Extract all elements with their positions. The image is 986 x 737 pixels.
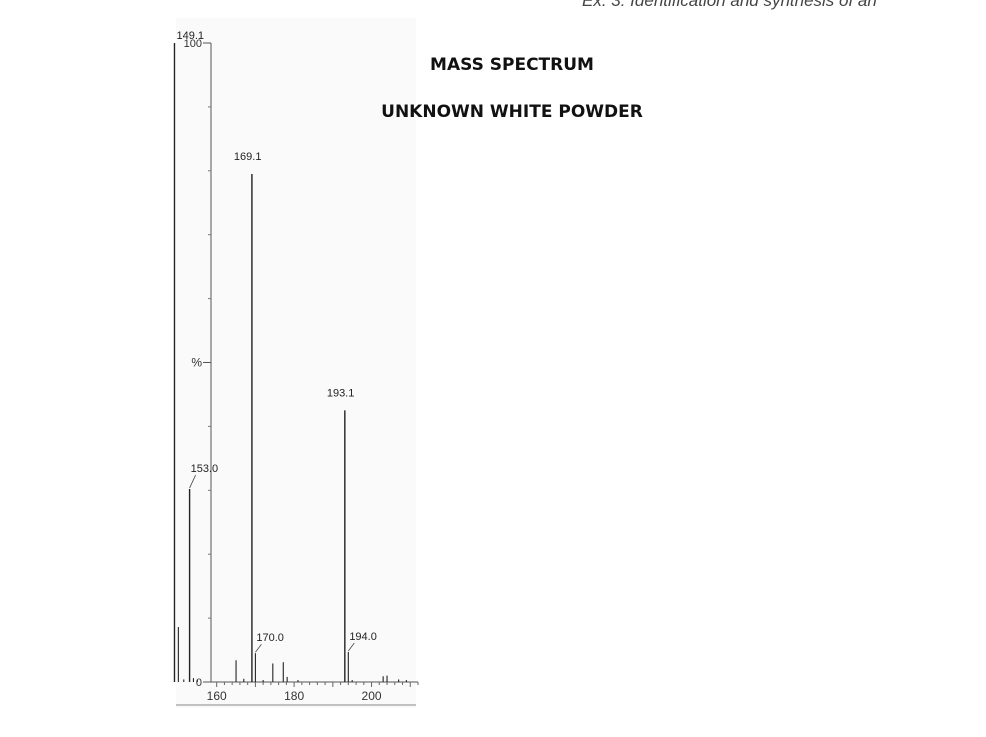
peak-label: 194.0 xyxy=(349,631,377,643)
peak-label: 170.0 xyxy=(256,632,284,644)
chart-title: MASS SPECTRUM xyxy=(430,55,594,75)
peak-label-leader xyxy=(189,474,196,489)
spectrum-scan-background xyxy=(176,18,416,708)
peaks-layer xyxy=(173,43,407,682)
peak-label: 193.1 xyxy=(327,387,355,399)
chart-subtitle: UNKNOWN WHITE POWDER xyxy=(381,102,643,122)
x-tick-label: 180 xyxy=(284,689,304,703)
peak-label-leader xyxy=(347,642,355,652)
peak-label: 149.1 xyxy=(176,30,204,42)
y-tick-label: 0 xyxy=(196,677,202,689)
x-tick-label: 200 xyxy=(362,689,382,703)
page-header-fragment: Ex. 3: Identification and synthesis of a… xyxy=(582,0,877,10)
peak-label: 153.0 xyxy=(191,463,219,475)
peak-label-leader xyxy=(255,644,262,653)
peak-label: 169.1 xyxy=(234,151,262,163)
axes-layer: 0 100% 160 180 200 xyxy=(176,38,419,706)
y-tick-label: 100 xyxy=(184,38,202,50)
x-tick-label: 160 xyxy=(207,689,227,703)
peak-labels-layer: 149.1 153.0 169.1 170.0 193.1 194.0 xyxy=(176,30,377,653)
y-axis-label: % xyxy=(191,356,202,370)
